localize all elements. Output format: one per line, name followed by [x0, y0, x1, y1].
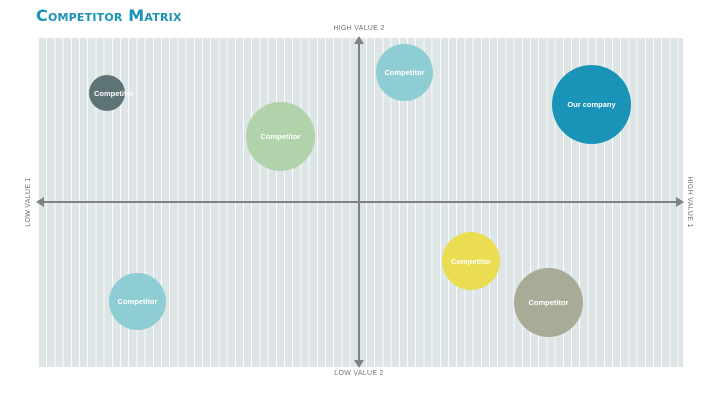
slide-title: Competitor Matrix: [36, 6, 182, 25]
arrow-down-icon: [354, 360, 364, 368]
competitor-bubble: Competitor: [89, 75, 134, 111]
axis-label-right: HIGH VALUE 1: [686, 176, 693, 228]
bubble-label: Our company: [567, 100, 616, 109]
bubble-label: Competitor: [528, 298, 569, 307]
our-company-bubble: Our company: [552, 65, 631, 144]
bubble-label: Competitor: [384, 68, 425, 77]
competitor-bubble: Competitor: [109, 273, 166, 330]
competitor-bubble: Competitor: [514, 268, 583, 337]
bubble-label: Competitor: [260, 132, 301, 141]
axis-label-bottom: LOW VALUE 2: [334, 370, 384, 377]
competitor-bubble: Competitor: [246, 102, 315, 171]
vertical-axis: [358, 40, 360, 362]
bubble-label: Competitor: [117, 297, 158, 306]
arrow-right-icon: [676, 197, 684, 207]
competitor-bubble: Competitor: [442, 232, 500, 290]
axis-label-left: LOW VALUE 1: [25, 177, 32, 227]
axis-label-top: HIGH VALUE 2: [333, 25, 385, 32]
arrow-up-icon: [354, 36, 364, 44]
bubble-label: Competitor: [94, 88, 134, 98]
arrow-left-icon: [36, 197, 44, 207]
competitor-bubble: Competitor: [376, 44, 433, 101]
bubble-label: Competitor: [451, 256, 491, 266]
